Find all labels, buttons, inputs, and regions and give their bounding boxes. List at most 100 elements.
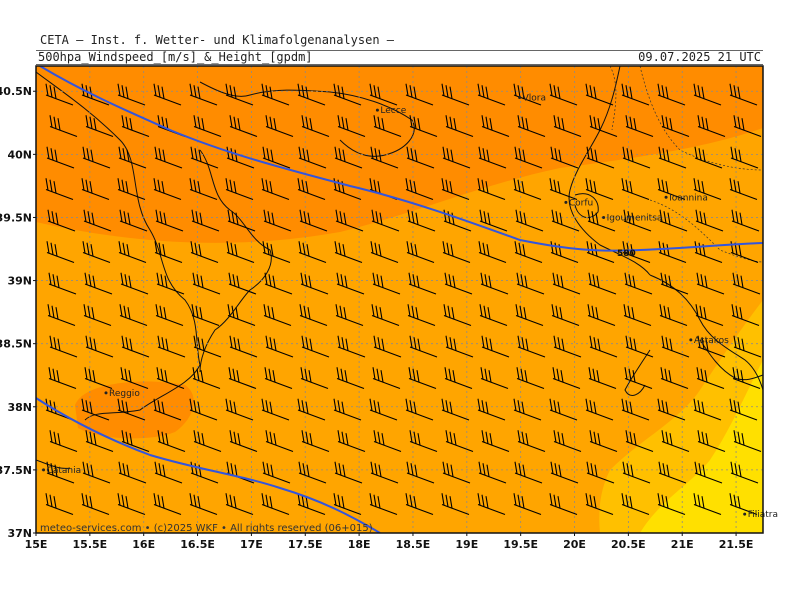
wind-barb <box>625 335 654 358</box>
wind-barb <box>442 461 471 484</box>
wind-barb <box>301 335 330 358</box>
header-divider <box>36 50 763 51</box>
wind-barb <box>264 367 293 390</box>
wind-barbs <box>45 83 762 516</box>
wind-barb <box>477 178 506 201</box>
wind-barb <box>81 178 110 201</box>
wind-barb <box>155 304 184 327</box>
wind-barb <box>118 146 147 169</box>
wind-barb <box>153 83 182 106</box>
wind-barb <box>658 461 687 484</box>
lat-tick-label: 40N <box>7 148 32 161</box>
wind-barb <box>229 115 258 138</box>
wind-barb <box>407 304 436 327</box>
wind-barb <box>406 241 435 264</box>
wind-barb <box>265 335 294 358</box>
wind-barb <box>553 335 582 358</box>
wind-barb <box>370 241 399 264</box>
wind-barb <box>154 241 183 264</box>
city-marker <box>104 391 108 395</box>
wind-barb <box>189 178 218 201</box>
wind-barb <box>334 146 363 169</box>
wind-barb <box>49 115 78 138</box>
wind-barb <box>117 493 146 516</box>
wind-barb <box>588 367 617 390</box>
lat-tick-label: 40.5N <box>0 85 32 98</box>
lat-tick-label: 37.5N <box>0 464 32 477</box>
wind-barb <box>297 493 326 516</box>
wind-barb <box>516 367 545 390</box>
wind-barb <box>121 335 150 358</box>
city-label: Reggio <box>109 389 140 399</box>
wind-barb <box>514 461 543 484</box>
wind-barb <box>189 83 218 106</box>
wind-barb <box>732 367 761 390</box>
wind-barb <box>225 398 254 421</box>
city-label: Catania <box>47 466 82 476</box>
wind-barb <box>226 241 255 264</box>
wind-barb <box>513 178 542 201</box>
wind-barb <box>262 146 291 169</box>
city-label: Astakos <box>694 336 729 346</box>
wind-barb <box>621 493 650 516</box>
wind-barb <box>83 304 112 327</box>
header-bottom-divider <box>36 64 763 65</box>
lon-tick-label: 15E <box>25 538 48 551</box>
wind-barb <box>335 304 364 327</box>
lon-tick-label: 19.5E <box>503 538 538 551</box>
wind-barb <box>226 146 255 169</box>
wind-barb <box>190 241 219 264</box>
wind-barb <box>225 493 254 516</box>
wind-barb <box>191 209 220 232</box>
city-marker <box>689 338 693 342</box>
wind-barb <box>480 367 509 390</box>
wind-barb <box>621 178 650 201</box>
wind-barb <box>517 335 546 358</box>
wind-barb <box>733 335 762 358</box>
wind-barb <box>193 430 222 453</box>
wind-barb <box>696 272 725 295</box>
wind-barb <box>46 241 75 264</box>
wind-barb <box>117 83 146 106</box>
city-marker <box>664 195 668 199</box>
wind-barb <box>621 398 650 421</box>
wind-barb <box>118 461 147 484</box>
wind-barb <box>406 461 435 484</box>
lat-tick-label: 39N <box>7 275 32 288</box>
wind-barb <box>587 209 616 232</box>
wind-barb <box>624 367 653 390</box>
wind-barb <box>659 304 688 327</box>
wind-barb <box>46 146 75 169</box>
wind-barb <box>47 304 76 327</box>
wind-barb <box>729 178 758 201</box>
lat-tick-label: 38N <box>7 401 32 414</box>
wind-barb <box>333 493 362 516</box>
wind-barb <box>479 209 508 232</box>
band-orange-dark <box>36 66 763 243</box>
wind-barb <box>82 241 111 264</box>
wind-barb <box>588 272 617 295</box>
lat-tick-label: 37N <box>7 527 32 540</box>
wind-barb <box>660 272 689 295</box>
wind-barb <box>553 115 582 138</box>
wind-barb <box>409 430 438 453</box>
lat-tick-label: 38.5N <box>0 338 32 351</box>
wind-barb <box>409 335 438 358</box>
wind-barb <box>585 398 614 421</box>
wind-barb <box>695 209 724 232</box>
wind-barb <box>477 398 506 421</box>
wind-barb <box>190 461 219 484</box>
wind-barb <box>334 241 363 264</box>
wind-barb <box>657 493 686 516</box>
wind-barb <box>516 272 545 295</box>
wind-barb <box>121 430 150 453</box>
wind-barb <box>408 272 437 295</box>
wind-barb <box>730 241 759 264</box>
wind-barb <box>265 115 294 138</box>
wind-barb <box>693 83 722 106</box>
wind-barb <box>586 461 615 484</box>
wind-barb <box>298 146 327 169</box>
wind-barb <box>155 209 184 232</box>
wind-barb <box>46 461 75 484</box>
wind-barb <box>481 335 510 358</box>
